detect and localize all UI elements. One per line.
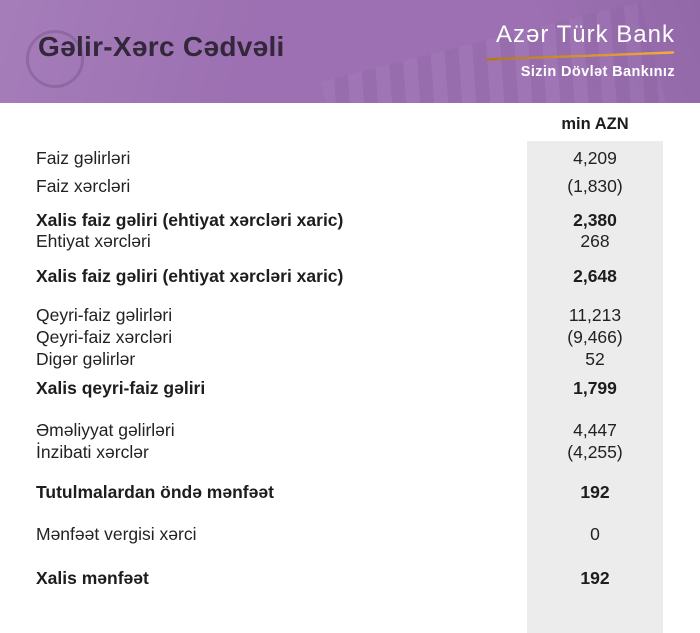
table-row: Tutulmalardan öndə mənfəət 192: [0, 481, 700, 503]
row-value: 2,648: [573, 266, 617, 286]
row-label: Xalis faiz gəliri (ehtiyat xərcləri xari…: [36, 266, 344, 286]
row-group: Xalis faiz gəliri (ehtiyat xərcləri xari…: [0, 210, 700, 252]
table-row: Qeyri-faiz xərcləri (9,466): [0, 326, 700, 348]
row-group: Qeyri-faiz gəlirləri 11,213 Qeyri-faiz xər…: [0, 304, 700, 370]
row-value: 4,209: [573, 148, 617, 168]
row-label: Əməliyyat gəlirləri: [36, 420, 175, 440]
table-body: Faiz gəlirləri 4,209 Faiz xərcləri (1,830) X…: [0, 103, 700, 589]
table-row: Mənfəət vergisi xərci 0: [0, 523, 700, 545]
row-value: 52: [585, 349, 605, 369]
row-value: 2,380: [573, 210, 617, 230]
row-label: Tutulmalardan öndə mənfəət: [36, 482, 274, 502]
row-group: Faiz gəlirləri 4,209 Faiz xərcləri (1,830): [0, 144, 700, 200]
row-label: Xalis qeyri-faiz gəliri: [36, 378, 206, 398]
row-label: Digər gəlirlər: [36, 349, 136, 369]
bank-logo: Azər Türk Bank Sizin Dövlət Bankınız: [485, 21, 675, 80]
row-label: Xalis mənfəət: [36, 568, 149, 588]
row-value: 192: [580, 568, 610, 588]
row-label: Mənfəət vergisi xərci: [36, 524, 197, 544]
row-value: 0: [590, 524, 600, 544]
row-value: 192: [580, 482, 610, 502]
header-banner: Gəlir-Xərc Cədvəli Azər Türk Bank Sizin …: [0, 0, 700, 103]
row-group: Tutulmalardan öndə mənfəət 192: [0, 481, 700, 503]
bank-logo-name: Azər Türk Bank: [496, 21, 675, 48]
row-group: Xalis qeyri-faiz gəliri 1,799: [0, 377, 700, 399]
row-label: Qeyri-faiz xərcləri: [36, 327, 173, 347]
table-row: Qeyri-faiz gəlirləri 11,213: [0, 304, 700, 326]
row-value: (9,466): [567, 327, 623, 347]
page-title: Gəlir-Xərc Cədvəli: [38, 31, 285, 62]
row-value: 11,213: [568, 305, 622, 325]
row-group: Xalis mənfəət 192: [0, 567, 700, 589]
table-row: Xalis faiz gəliri (ehtiyat xərcləri xari…: [0, 265, 700, 287]
row-value: 1,799: [573, 378, 617, 398]
table-row: Əməliyyat gəlirləri 4,447: [0, 419, 700, 441]
row-group: Xalis faiz gəliri (ehtiyat xərcləri xari…: [0, 265, 700, 287]
table-row: Faiz gəlirləri 4,209: [0, 144, 700, 172]
table-row: Faiz xərcləri (1,830): [0, 172, 700, 200]
row-label: İnzibati xərclər: [36, 442, 149, 462]
row-label: Qeyri-faiz gəlirləri: [36, 305, 173, 325]
bank-logo-tagline: Sizin Dövlət Bankınız: [520, 64, 675, 80]
table-area: min AZN Faiz gəlirləri 4,209 Faiz xərcləri…: [0, 103, 700, 633]
table-row: Xalis mənfəət 192: [0, 567, 700, 589]
row-value: (1,830): [567, 176, 623, 196]
table-row: Xalis qeyri-faiz gəliri 1,799: [0, 377, 700, 399]
table-row: İnzibati xərclər (4,255): [0, 441, 700, 463]
row-label: Faiz gəlirləri: [36, 148, 131, 168]
unit-header: min AZN: [561, 115, 629, 133]
row-label: Xalis faiz gəliri (ehtiyat xərcləri xari…: [36, 210, 344, 230]
row-label: Faiz xərcləri: [36, 176, 131, 196]
table-row: Ehtiyat xərcləri 268: [0, 231, 700, 252]
row-value: 4,447: [573, 420, 617, 440]
row-value: 268: [580, 231, 610, 251]
table-row: Xalis faiz gəliri (ehtiyat xərcləri xari…: [0, 210, 700, 231]
row-group: Mənfəət vergisi xərci 0: [0, 523, 700, 545]
table-row: Digər gəlirlər 52: [0, 348, 700, 370]
row-value: (4,255): [567, 442, 623, 462]
row-group: Əməliyyat gəlirləri 4,447 İnzibati xərclər…: [0, 419, 700, 463]
value-column-background: [527, 141, 663, 633]
row-label: Ehtiyat xərcləri: [36, 231, 151, 251]
logo-underline-swoosh: [485, 51, 675, 61]
